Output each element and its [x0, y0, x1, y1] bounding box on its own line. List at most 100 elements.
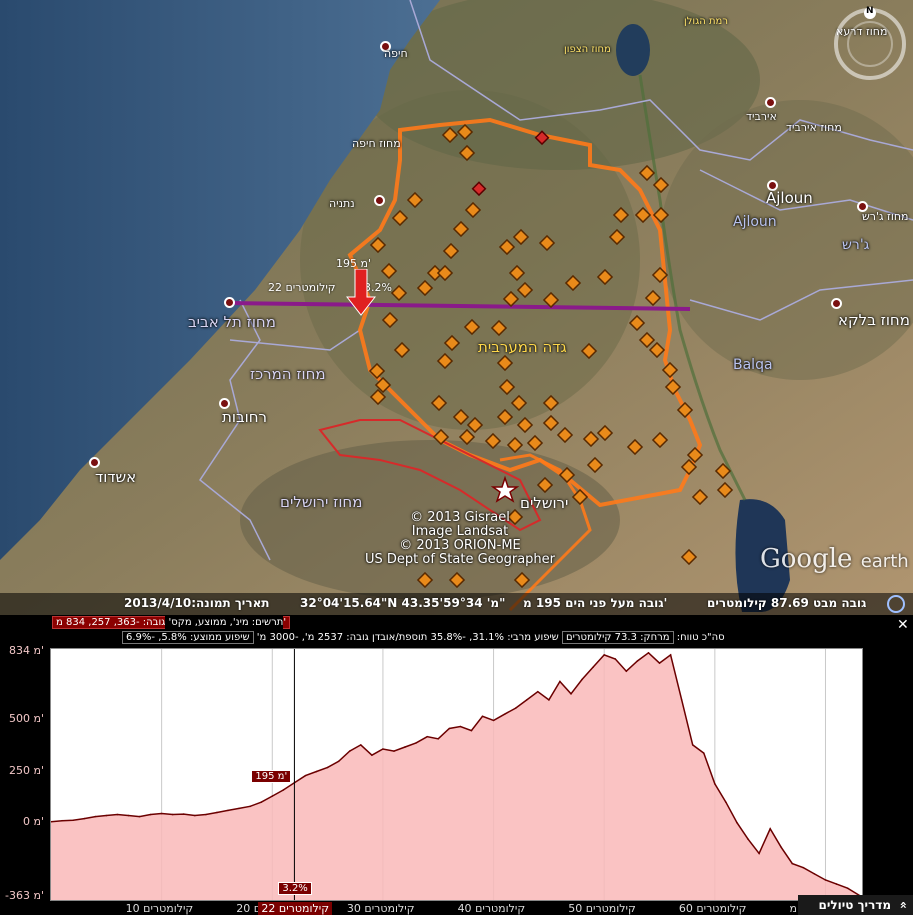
stats-tail: סה"כ טווח:: [676, 632, 725, 643]
status-bar: תאריך תמונה:2013/4/10 32°04'15.64"N מ' 5…: [0, 593, 913, 615]
close-button[interactable]: ✕: [897, 617, 909, 633]
map-label-tel-aviv-district: מחוז תל אביב: [188, 313, 276, 331]
marker-distance: 22 קילומטרים: [268, 281, 336, 294]
elevation-point: [182, 813, 185, 815]
elevation-point: [581, 678, 583, 681]
capital-star-icon: [490, 475, 520, 503]
map-label-west-bank: גדה המערבית: [478, 338, 567, 356]
elevation-point: [658, 662, 661, 664]
elevation-point: [780, 846, 783, 849]
elevation-point: [813, 873, 816, 875]
elevation-chart[interactable]: [50, 648, 863, 901]
tour-guide-button[interactable]: מדריך טיולים »: [798, 895, 913, 915]
cursor-distance-tag: 22 קילומטרים: [258, 902, 332, 915]
map-label-rehovot: רחובות: [222, 408, 267, 426]
elevation-point: [315, 770, 318, 773]
elevation-point: [714, 783, 716, 785]
red-arrow-icon: [346, 269, 376, 316]
elevation-point: [636, 660, 639, 662]
stats-slope-avg: שיפוע ממוצע: 5.8%, -6.9%: [122, 631, 254, 644]
elevation-point: [238, 807, 240, 810]
map-label-jerusalem-district: מחוז ירושלים: [280, 493, 363, 511]
elevation-point: [72, 819, 74, 822]
elevation-point: [725, 801, 727, 804]
elevation-point: [83, 817, 85, 820]
elevation-point: [548, 699, 550, 701]
map-label-ashdod: אשדוד: [95, 468, 137, 486]
elevation-point: [371, 754, 373, 756]
elevation-point: [282, 789, 285, 791]
elevation-point: [348, 750, 351, 752]
map-label-irbid-district: מחוז אירביד: [786, 121, 842, 134]
elevation-point: [758, 852, 760, 855]
elevation-point: [149, 813, 152, 816]
elevation-point: [426, 735, 428, 738]
city-dot: [374, 195, 385, 206]
elevation-point: [404, 746, 406, 748]
elevation-point: [702, 752, 705, 754]
x-tick-label: 30 קילומטרים: [346, 902, 415, 915]
navigation-compass[interactable]: N: [832, 6, 908, 82]
city-dot: [380, 41, 391, 52]
profile-route-line: [227, 301, 691, 311]
y-tick-label: 250 מ': [8, 763, 44, 777]
map-label-irbid: אירביד: [746, 110, 777, 123]
map-label-netanya: נתניה: [329, 197, 355, 210]
copyright-line: US Dept of State Geographer: [364, 552, 556, 567]
tour-guide-label: מדריך טיולים: [818, 898, 892, 912]
elevation-point: [105, 814, 108, 817]
elevation-point: [194, 814, 196, 817]
elevation-point: [171, 813, 174, 816]
elevation-point: [559, 680, 561, 683]
map-label-north-district: מחוז הצפון: [564, 44, 611, 55]
elevation-point: [680, 699, 683, 701]
elevation-point: [514, 707, 517, 709]
city-dot: [89, 457, 100, 468]
elevation-point: [205, 813, 207, 816]
elevation-point: [592, 666, 594, 668]
y-tick-label: 0 מ': [22, 814, 44, 828]
elevation-point: [470, 729, 473, 732]
elevation-point: [669, 654, 672, 656]
elevation-point: [459, 725, 462, 728]
elevation-point: [337, 760, 340, 763]
elevation-point: [492, 719, 495, 722]
elevation-point: [94, 815, 97, 818]
elevation-point: [835, 883, 838, 885]
elevation-point: [503, 713, 506, 716]
x-tick-label: 50 קילומטרים: [568, 902, 636, 915]
map-label-daraa-district: מחוז דרעא: [836, 25, 888, 38]
chevron-up-icon: »: [896, 901, 911, 909]
city-dot: [857, 201, 868, 212]
x-tick-label: מ: [789, 902, 797, 915]
status-eye-altitude: גובה מבט 87.69 קילומטרים: [707, 596, 867, 610]
city-dot: [765, 97, 776, 108]
elevation-point: [747, 838, 749, 840]
stats-distance: מרחק: 73.3 קילומטרים: [561, 631, 674, 644]
elevation-point: [769, 828, 771, 830]
elevation-point: [802, 866, 805, 869]
status-elevation: גובה מעל פני הים 195 מ': [523, 596, 668, 610]
elevation-point: [249, 805, 251, 808]
elevation-point: [625, 670, 628, 673]
elevation-point: [116, 813, 119, 816]
terrain-imagery: [0, 0, 913, 615]
elevation-point: [227, 809, 229, 812]
elevation-point: [614, 658, 617, 660]
elevation-point: [260, 801, 263, 804]
compass-north-label: N: [866, 6, 874, 16]
elevation-point: [537, 690, 539, 693]
elevation-point: [570, 692, 572, 695]
map-label-center-district: מחוז המרכז: [250, 365, 326, 383]
google-logo-text: Google: [760, 544, 853, 574]
profile-stats-row-1: תרשים: מינ', ממוצע, מקס' גובה: -363, 257…: [52, 616, 291, 631]
google-logo-suffix: earth: [860, 551, 909, 572]
compass-ring-icon: [834, 7, 906, 80]
elevation-point: [50, 820, 52, 823]
x-tick-label: 60 קילומטרים: [678, 902, 747, 915]
elevation-point: [271, 795, 274, 797]
map-label-jerash: ג'רש: [842, 237, 870, 253]
elevation-area: [51, 652, 862, 900]
map-label-jerash-district: מחוז ג'רש: [862, 210, 909, 223]
earth-map-view[interactable]: חיפה מחוז חיפה נתניה מחוז תל אביב מחוז ה…: [0, 0, 913, 615]
